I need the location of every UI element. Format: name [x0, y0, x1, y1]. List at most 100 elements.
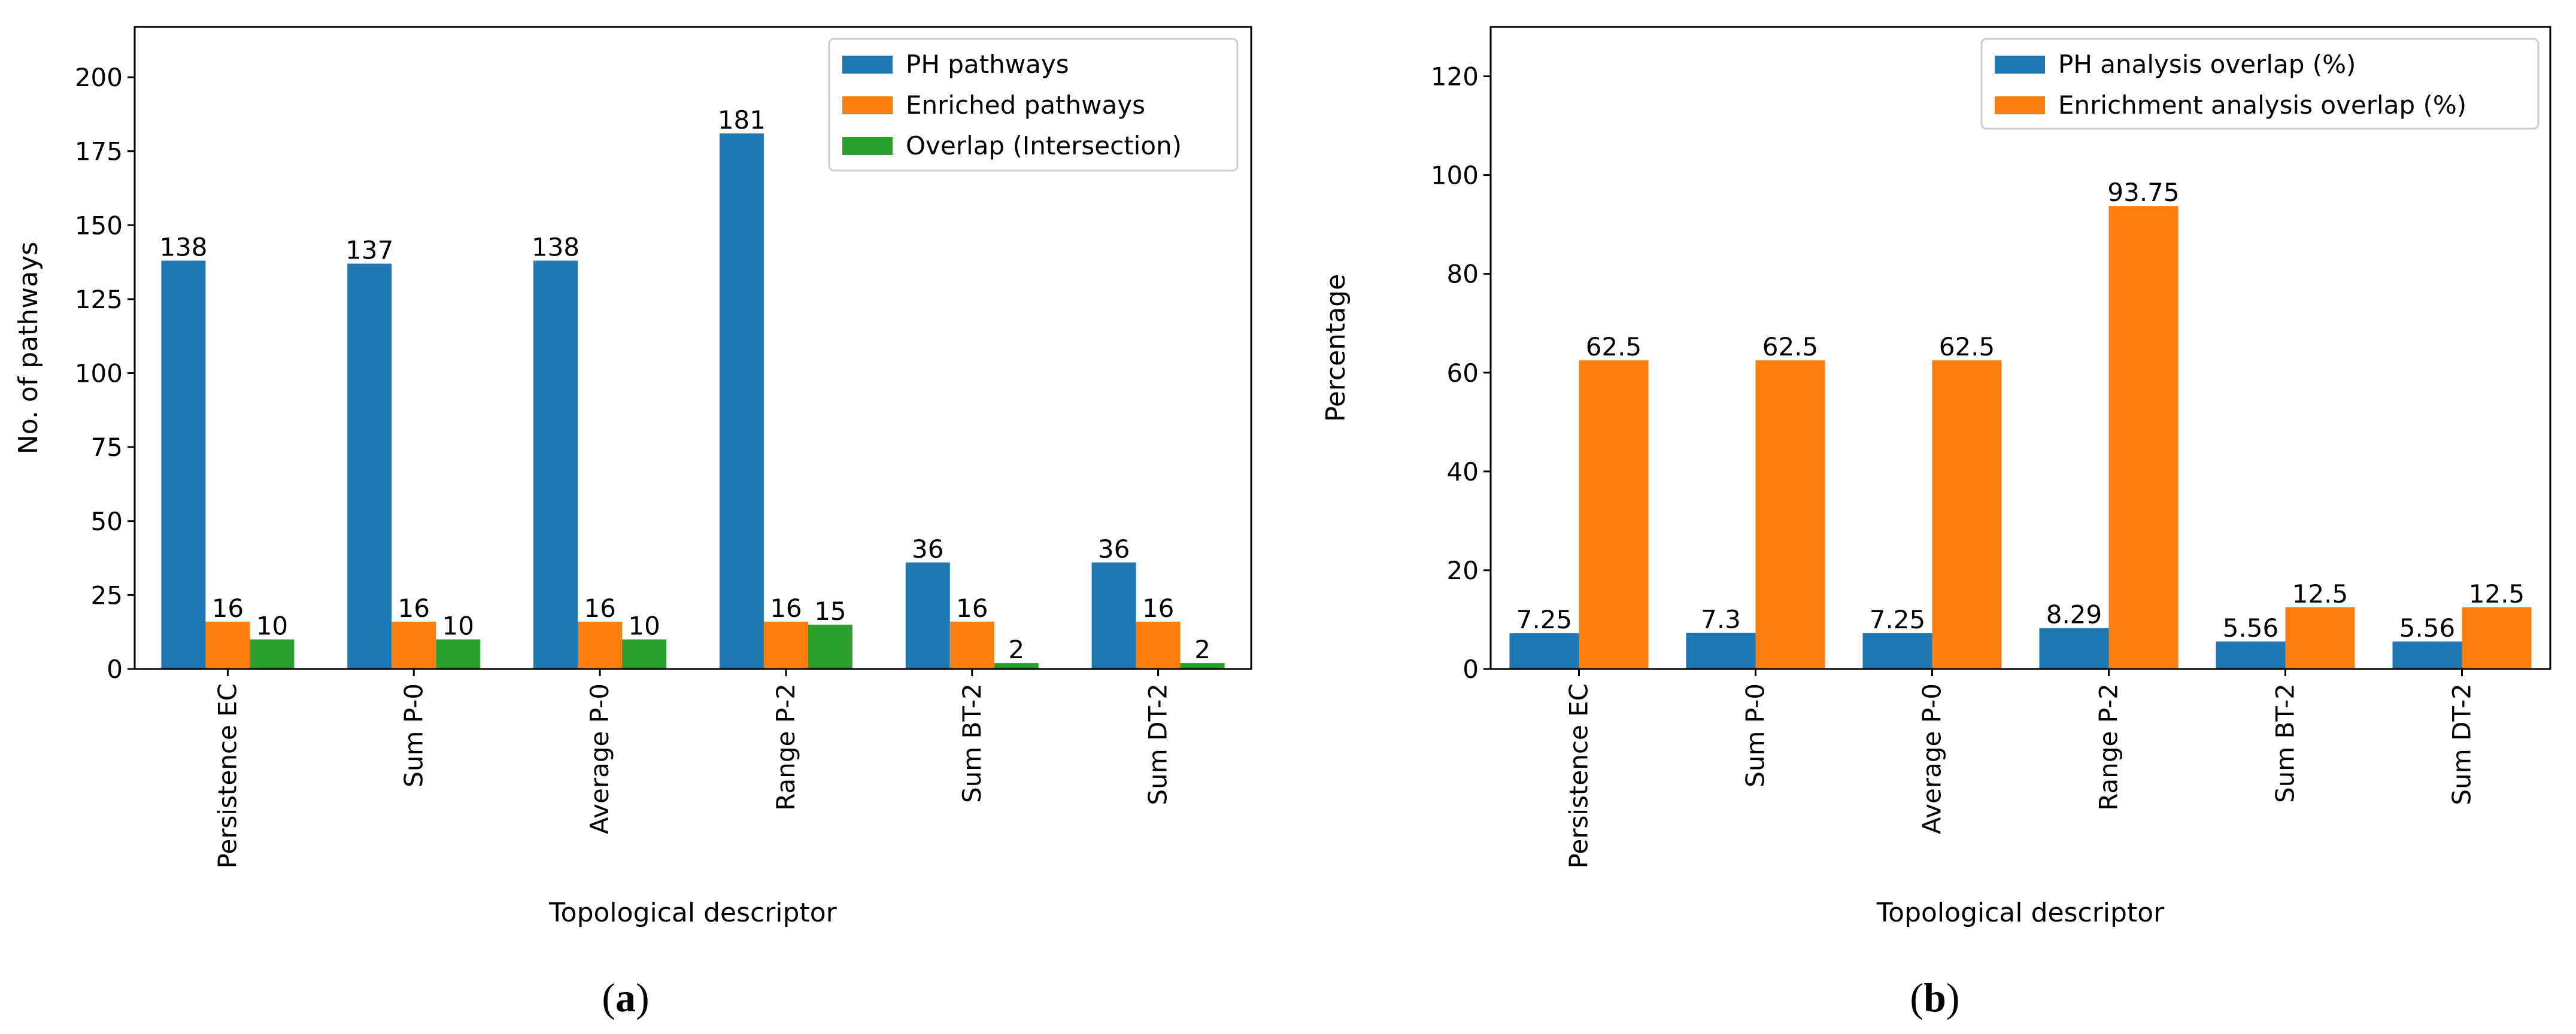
bar-b-s0-c5 [2392, 641, 2462, 669]
bar-b-s1-c0 [1579, 360, 1649, 669]
bar-a-s0-c0 [161, 260, 206, 669]
bar-value-label: 2 [1008, 635, 1024, 664]
bar-value-label: 7.3 [1701, 605, 1741, 634]
y-tick-label: 120 [1431, 62, 1479, 92]
panel-letter: a [615, 975, 636, 1020]
legend-label: PH pathways [906, 50, 1069, 79]
bar-value-label: 7.25 [1516, 605, 1573, 634]
bar-value-label: 138 [532, 233, 579, 262]
x-tick-label: Range P-2 [771, 683, 800, 811]
bar-value-label: 93.75 [2107, 178, 2179, 207]
x-tick-label: Average P-0 [585, 683, 614, 834]
bar-a-s1-c4 [949, 621, 994, 669]
bar-a-s0-c4 [905, 562, 950, 669]
bar-b-s1-c3 [2108, 206, 2178, 670]
y-tick-label: 60 [1447, 358, 1479, 388]
bar-value-label: 16 [770, 594, 802, 623]
x-axis-title: Topological descriptor [1876, 898, 2165, 928]
x-tick-label: Sum P-0 [399, 683, 428, 787]
bar-value-label: 16 [398, 594, 430, 623]
x-tick-label: Sum BT-2 [957, 683, 987, 803]
bar-a-s2-c0 [250, 639, 295, 669]
bar-value-label: 62.5 [1762, 332, 1819, 361]
bar-value-label: 10 [442, 612, 474, 641]
panel-caption: (b) [1910, 975, 1959, 1020]
y-tick-label: 80 [1447, 260, 1479, 289]
legend-label: Enrichment analysis overlap (%) [2058, 90, 2466, 120]
x-tick-label: Persistence EC [213, 683, 242, 868]
legend-swatch [1995, 96, 2045, 114]
y-tick-label: 0 [1463, 655, 1479, 684]
legend: PH pathways Enriched pathways Overlap (Int… [828, 38, 1239, 172]
bar-value-label: 2 [1194, 635, 1210, 664]
bar-value-label: 8.29 [2046, 600, 2102, 629]
bar-value-label: 10 [256, 612, 288, 641]
y-axis-title: Percentage [1321, 274, 1351, 422]
y-tick-label: 25 [91, 580, 123, 610]
y-tick-label: 100 [75, 359, 123, 388]
bar-value-label: 16 [1142, 594, 1174, 623]
x-tick-label: Sum DT-2 [2447, 683, 2477, 805]
bar-a-s1-c3 [763, 621, 808, 669]
y-tick-label: 50 [91, 507, 123, 536]
bar-a-s2-c2 [622, 639, 667, 669]
bar-value-label: 138 [159, 233, 207, 262]
legend-swatch [842, 137, 893, 155]
y-tick-label: 175 [75, 137, 123, 166]
bar-b-s1-c5 [2462, 607, 2532, 669]
legend-label: Overlap (Intersection) [906, 131, 1182, 160]
x-tick-label: Average P-0 [1917, 683, 1947, 834]
bar-value-label: 16 [212, 594, 244, 623]
plot-frame [1489, 26, 2551, 670]
y-tick-label: 40 [1447, 457, 1479, 486]
bar-value-label: 181 [718, 105, 766, 135]
legend: PH analysis overlap (%) Enrichment analys… [1980, 38, 2539, 130]
bar-value-label: 15 [814, 597, 846, 626]
bar-value-label: 10 [628, 612, 660, 641]
legend-swatch [842, 96, 893, 114]
bar-b-s0-c2 [1862, 633, 1932, 669]
bar-value-label: 36 [1098, 534, 1130, 564]
x-tick-label: Sum BT-2 [2271, 683, 2300, 803]
bar-value-label: 16 [584, 594, 615, 623]
bar-b-s1-c1 [1755, 360, 1825, 669]
bar-a-s2-c4 [994, 663, 1039, 669]
y-tick-label: 20 [1447, 556, 1479, 585]
legend-label: Enriched pathways [906, 90, 1145, 120]
x-tick-label: Persistence EC [1564, 683, 1594, 868]
legend-label: PH analysis overlap (%) [2058, 50, 2356, 79]
y-tick-label: 0 [107, 655, 123, 684]
legend-box [828, 38, 1239, 172]
bar-b-s0-c3 [2039, 628, 2109, 669]
bar-a-s1-c2 [578, 621, 623, 669]
bar-value-label: 16 [956, 594, 988, 623]
bar-a-s2-c5 [1180, 663, 1225, 669]
bar-a-s2-c1 [436, 639, 481, 669]
bar-a-s1-c1 [392, 621, 436, 669]
legend-swatch [1995, 56, 2045, 74]
bar-value-label: 12.5 [2292, 579, 2349, 609]
bar-a-s2-c3 [808, 624, 852, 669]
legend-box [1980, 38, 2539, 130]
y-tick-label: 150 [75, 211, 123, 240]
bar-a-s0-c2 [533, 260, 578, 669]
bar-value-label: 5.56 [2223, 613, 2279, 643]
bar-value-label: 36 [912, 534, 943, 564]
bar-a-s1-c5 [1136, 621, 1181, 669]
bar-value-label: 12.5 [2469, 579, 2525, 609]
y-tick-label: 200 [75, 63, 123, 92]
panel-letter: b [1923, 975, 1946, 1020]
y-tick-label: 125 [75, 285, 123, 314]
bar-a-s0-c5 [1091, 562, 1136, 669]
bar-value-label: 137 [345, 236, 393, 265]
bar-value-label: 7.25 [1870, 605, 1926, 634]
x-tick-label: Range P-2 [2094, 683, 2123, 811]
legend-swatch [842, 56, 893, 74]
bar-value-label: 5.56 [2399, 613, 2456, 643]
bar-a-s0-c3 [719, 133, 764, 669]
bar-b-s0-c4 [2216, 641, 2286, 669]
y-axis-title: No. of pathways [13, 242, 44, 454]
bar-b-s1-c4 [2285, 607, 2355, 669]
bar-b-s0-c0 [1509, 633, 1579, 669]
